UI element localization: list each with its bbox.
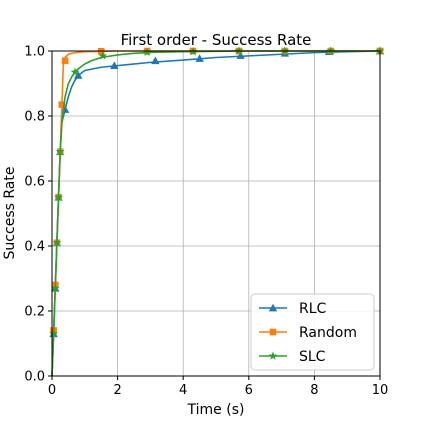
- data-point-slc: [142, 47, 152, 57]
- x-tick-label: 8: [310, 383, 318, 398]
- y-axis-label: Success Rate: [2, 167, 18, 260]
- legend-item-slc: SLC: [259, 349, 326, 365]
- x-tick-label: 0: [48, 383, 56, 398]
- legend: RLC Random SLC: [250, 293, 375, 371]
- legend-label-slc: SLC: [299, 349, 326, 365]
- data-point-rlc: [110, 61, 119, 69]
- legend-item-rlc: RLC: [259, 301, 327, 317]
- data-point-slc: [55, 147, 65, 156]
- data-point-slc: [52, 238, 62, 247]
- y-tick-label: 0.0: [24, 370, 45, 385]
- data-point-slc: [70, 67, 80, 76]
- y-tick-label: 0.8: [24, 110, 45, 125]
- axis-ticks: 0 2 4 6 8 10 0.0 0.2 0.4 0.6 0.8 1.0: [24, 45, 388, 399]
- legend-marker-random: [269, 328, 277, 336]
- x-tick-label: 4: [179, 383, 187, 398]
- chart-title: First order - Success Rate: [121, 31, 312, 49]
- data-point-slc: [54, 192, 63, 201]
- data-point-slc: [49, 329, 59, 338]
- data-point-rlc: [195, 54, 204, 62]
- data-point-random: [61, 57, 69, 65]
- data-point-rlc: [74, 71, 83, 79]
- y-tick-label: 0.4: [24, 240, 45, 255]
- plot-frame: [51, 50, 381, 377]
- y-tick-label: 0.2: [24, 305, 45, 320]
- legend-box: [250, 293, 375, 371]
- y-tick-label: 0.6: [24, 175, 45, 190]
- data-point-slc: [98, 51, 108, 60]
- data-point-random: [58, 101, 66, 108]
- x-tick-label: 10: [372, 383, 389, 398]
- data-point-rlc: [236, 51, 245, 59]
- legend-marker-rlc: [268, 303, 278, 312]
- legend-label-random: Random: [299, 325, 357, 341]
- x-tick-label: 6: [245, 383, 253, 398]
- y-tick-label: 1.0: [24, 45, 45, 60]
- data-point-rlc: [151, 56, 160, 65]
- data-point-slc: [50, 283, 60, 292]
- x-axis-label: Time (s): [187, 402, 245, 418]
- x-tick-label: 2: [113, 383, 121, 398]
- grid-lines: [51, 50, 381, 377]
- legend-item-random: Random: [259, 325, 357, 341]
- legend-marker-slc: [268, 351, 278, 360]
- legend-label-rlc: RLC: [299, 301, 327, 317]
